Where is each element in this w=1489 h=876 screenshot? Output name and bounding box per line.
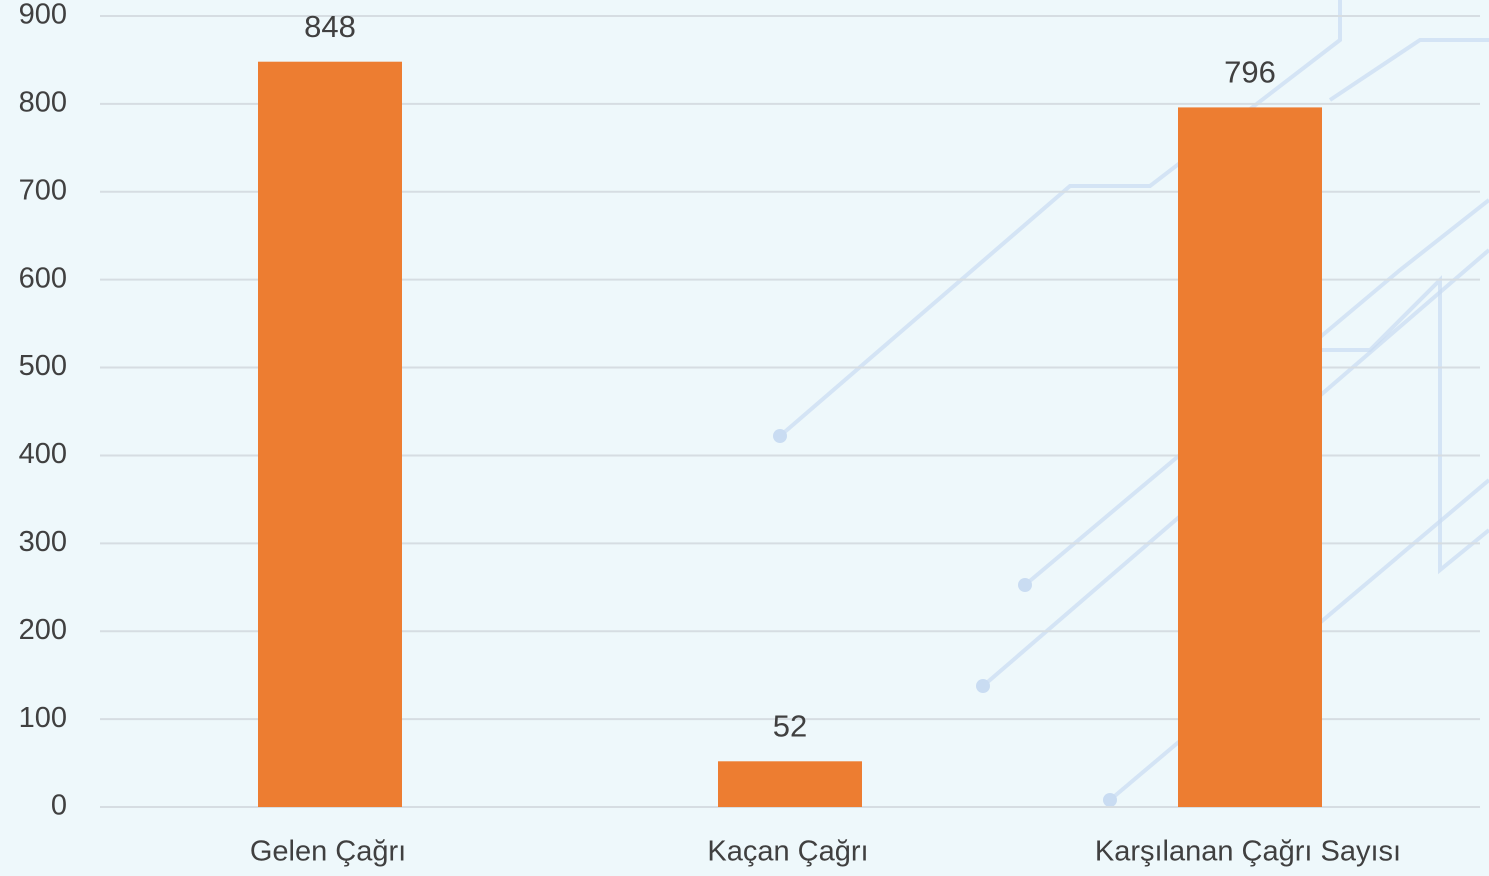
y-tick-label: 400 (19, 438, 67, 470)
data-label: 796 (1224, 55, 1276, 90)
y-tick-label: 800 (19, 87, 67, 119)
y-tick-label: 300 (19, 526, 67, 558)
y-tick-label: 700 (19, 174, 67, 206)
x-tick-label: Karşılanan Çağrı Sayısı (1095, 836, 1401, 868)
data-label: 52 (773, 708, 807, 743)
bar (718, 761, 862, 807)
bar (1178, 107, 1322, 808)
y-tick-label: 900 (19, 0, 67, 31)
x-tick-label: Kaçan Çağrı (707, 836, 868, 868)
x-tick-label: Gelen Çağrı (250, 836, 406, 868)
y-tick-label: 500 (19, 350, 67, 382)
data-label: 848 (304, 9, 356, 44)
y-tick-label: 0 (51, 790, 67, 822)
y-tick-label: 600 (19, 262, 67, 294)
plot-area: 0 100 200 300 400 500 600 700 800 900 Gelen Çağrı 8… (19, 0, 1480, 868)
y-tick-label: 100 (19, 702, 67, 734)
y-tick-label: 200 (19, 614, 67, 646)
bar (258, 61, 402, 808)
